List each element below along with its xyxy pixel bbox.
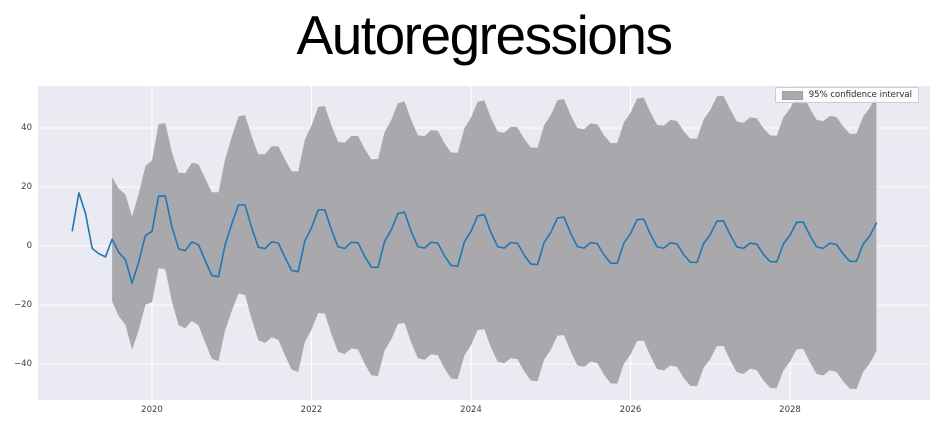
forecast-line [71,192,878,284]
confidence-band [112,95,877,390]
x-tick-label: 2026 [619,405,642,415]
x-tick-label: 2028 [779,405,801,415]
plot-area [38,86,930,400]
plot-svg [38,86,930,400]
chart-title: Autoregressions [296,4,673,66]
y-tick-label: −40 [14,358,32,369]
confidence-band-swatch-icon [781,90,803,100]
legend-label: 95% confidence interval [808,90,912,100]
y-tick-label: 20 [21,181,32,192]
legend: 95% confidence interval [774,87,919,103]
x-tick-label: 2020 [141,405,163,415]
y-tick-label: −20 [14,299,32,310]
y-tick-label: 40 [21,122,32,133]
x-tick-label: 2022 [300,405,323,415]
y-tick-label: 0 [26,240,32,251]
x-tick-label: 2024 [460,405,482,415]
